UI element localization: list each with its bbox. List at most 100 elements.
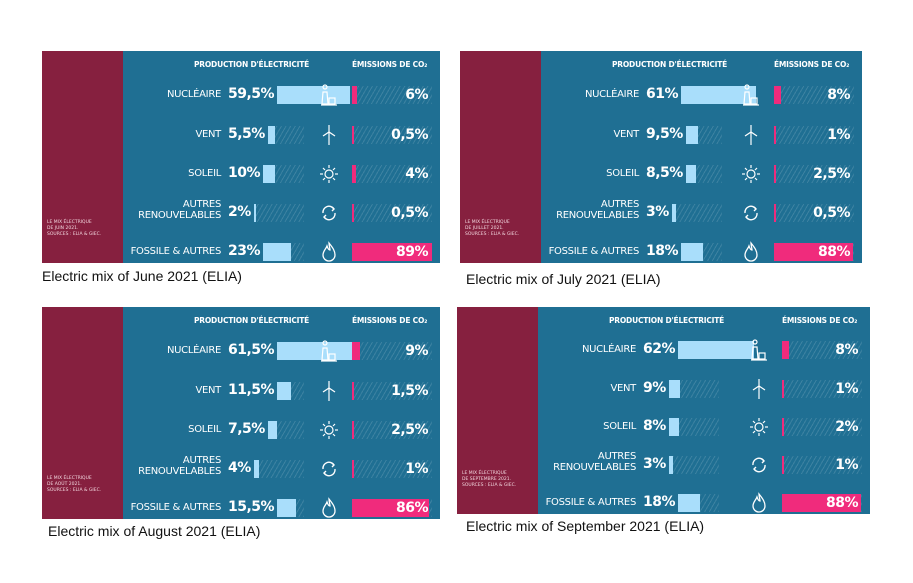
emission-value-label: 0,5% — [391, 205, 428, 221]
row-autres-renouvelables: AUTRES RENOUVELABLES 3% 1% — [457, 451, 870, 485]
emission-value-label: 2,5% — [813, 166, 850, 182]
category-label: VENT — [195, 129, 221, 140]
production-bar — [277, 382, 292, 400]
emission-bar — [774, 126, 776, 144]
row-autres-renouvelables: AUTRES RENOUVELABLES 3% 0,5% — [460, 199, 862, 233]
row-nucleaire: NUCLÉAIRE 61,5% 9% — [42, 340, 440, 371]
category-label: AUTRES RENOUVELABLES — [556, 199, 639, 221]
production-bar — [254, 204, 257, 222]
production-bar — [681, 86, 756, 104]
production-bar — [686, 126, 698, 144]
production-value-label: 61% — [646, 86, 679, 102]
source-note: LE MIX ÉLECTRIQUE DE AOÛT 2021. SOURCES … — [47, 476, 102, 493]
production-track — [254, 460, 304, 478]
wind-turbine-icon — [319, 124, 339, 146]
production-track — [263, 243, 304, 261]
emission-bar — [352, 86, 358, 104]
emission-value-label: 1% — [827, 127, 850, 143]
emission-track: 6% — [352, 86, 432, 104]
nuclear-plant-icon — [741, 84, 761, 106]
category-label: NUCLÉAIRE — [166, 345, 221, 356]
side-band: LE MIX ÉLECTRIQUE DE JUILLET 2021. SOURC… — [460, 51, 541, 263]
emission-bar — [782, 380, 784, 399]
row-fossile-autres: FOSSILE & AUTRES 15,5% 86% — [42, 497, 440, 519]
sun-icon — [319, 163, 339, 185]
emission-bar — [782, 494, 862, 513]
emission-track: 4% — [352, 165, 432, 183]
flame-icon — [741, 241, 761, 263]
nuclear-plant-icon — [319, 84, 339, 106]
production-value-label: 2% — [228, 204, 251, 220]
production-bar — [263, 165, 276, 183]
emission-bar — [774, 204, 776, 222]
production-bar — [686, 165, 697, 183]
production-header: PRODUCTION D'ÉLECTRICITÉ — [609, 316, 725, 325]
category-label: FOSSILE & AUTRES — [545, 497, 637, 509]
production-value-label: 3% — [643, 456, 666, 473]
emission-value-label: 88% — [817, 244, 851, 260]
production-track — [268, 126, 304, 144]
category-label: AUTRES RENOUVELABLES — [138, 199, 221, 221]
production-value-label: 9% — [643, 380, 666, 397]
category-label: VENT — [613, 129, 639, 140]
emission-value-label: 0,5% — [813, 205, 850, 221]
emission-bar — [352, 421, 355, 439]
emission-value-label: 1% — [405, 461, 428, 477]
source-note: LE MIX ÉLECTRIQUE DE SEPTEMBRE 2021. SOU… — [462, 471, 517, 488]
recycle-arrows-icon — [741, 202, 761, 224]
emission-track: 1% — [774, 126, 854, 144]
emission-bar — [782, 456, 784, 475]
nuclear-plant-icon — [319, 340, 339, 362]
emissions-header: ÉMISSIONS DE CO₂ — [352, 316, 428, 325]
emission-value-label: 9% — [405, 343, 428, 359]
production-bar — [669, 418, 679, 437]
production-track — [669, 456, 719, 475]
row-soleil: SOLEIL 7,5% 2,5% — [42, 420, 440, 450]
wind-turbine-icon — [741, 124, 761, 146]
production-value-label: 8% — [643, 418, 666, 435]
emission-track: 1% — [782, 380, 862, 399]
row-vent: VENT 5,5% 0,5% — [42, 125, 440, 155]
emission-track: 1% — [782, 456, 862, 475]
production-bar — [263, 243, 292, 261]
row-soleil: SOLEIL 10% 4% — [42, 164, 440, 194]
emissions-header: ÉMISSIONS DE CO₂ — [782, 316, 858, 325]
production-value-label: 7,5% — [228, 421, 265, 437]
flame-icon — [319, 241, 339, 263]
row-vent: VENT 9% 1% — [457, 379, 870, 409]
category-label: SOLEIL — [606, 168, 639, 179]
emission-bar — [352, 382, 354, 400]
category-label: NUCLÉAIRE — [166, 89, 221, 100]
production-track — [277, 86, 350, 104]
emission-track: 8% — [774, 86, 854, 104]
production-header: PRODUCTION D'ÉLECTRICITÉ — [612, 60, 728, 69]
row-fossile-autres: FOSSILE & AUTRES 18% 88% — [460, 241, 862, 263]
emission-bar — [352, 243, 432, 261]
production-bar — [268, 421, 278, 439]
mix-panel-3: LE MIX ÉLECTRIQUE DE AOÛT 2021. SOURCES … — [42, 307, 440, 519]
production-track — [672, 204, 722, 222]
row-nucleaire: NUCLÉAIRE 62% 8% — [457, 339, 870, 370]
production-value-label: 62% — [643, 341, 676, 358]
row-fossile-autres: FOSSILE & AUTRES 18% 88% — [457, 492, 870, 514]
production-track — [277, 382, 304, 400]
row-autres-renouvelables: AUTRES RENOUVELABLES 2% 0,5% — [42, 199, 440, 233]
production-value-label: 11,5% — [228, 382, 275, 398]
emission-value-label: 89% — [395, 244, 429, 260]
production-value-label: 4% — [228, 460, 251, 476]
source-note: LE MIX ÉLECTRIQUE DE JUIN 2021. SOURCES … — [47, 220, 102, 237]
category-label: AUTRES RENOUVELABLES — [553, 451, 636, 474]
emission-value-label: 88% — [825, 495, 859, 512]
emission-value-label: 2% — [835, 419, 858, 436]
emission-track: 1% — [352, 460, 432, 478]
production-value-label: 15,5% — [228, 499, 275, 515]
emission-track: 88% — [774, 243, 854, 261]
emission-track: 2,5% — [352, 421, 432, 439]
emission-value-label: 8% — [827, 87, 850, 103]
panel-caption: Electric mix of August 2021 (ELIA) — [48, 523, 261, 539]
production-track — [277, 342, 353, 360]
production-header: PRODUCTION D'ÉLECTRICITÉ — [194, 60, 310, 69]
emission-bar — [774, 165, 777, 183]
category-label: SOLEIL — [188, 168, 221, 179]
production-value-label: 8,5% — [646, 165, 683, 181]
